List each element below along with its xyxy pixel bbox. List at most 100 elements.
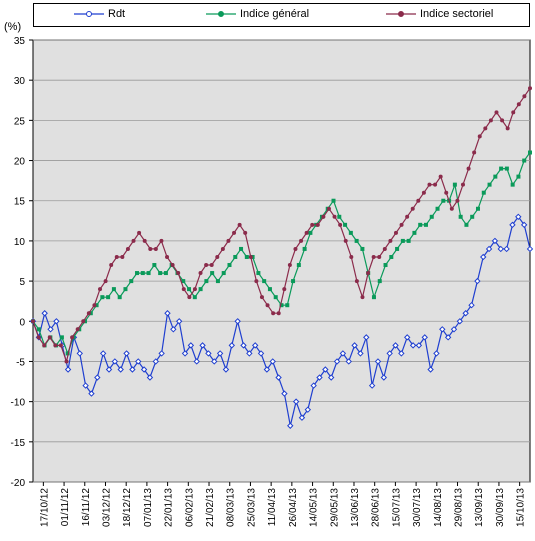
y-tick-label: -10	[11, 398, 26, 409]
x-tick-label: 03/12/12	[101, 488, 112, 527]
data-point-indice-sectoriel	[42, 343, 47, 348]
data-point-indice-sectoriel	[399, 222, 404, 227]
data-point-rdt	[298, 414, 306, 421]
data-point-rdt	[193, 358, 200, 365]
data-point-indice-g-n-ral	[435, 206, 440, 211]
data-point-indice-sectoriel	[455, 198, 460, 203]
data-point-indice-sectoriel	[354, 279, 359, 284]
data-point-indice-g-n-ral	[371, 295, 376, 300]
data-point-indice-sectoriel	[276, 311, 281, 316]
data-point-rdt	[392, 342, 399, 349]
x-tick-label: 14/05/13	[309, 488, 320, 527]
legend-label-indice-sectoriel: Indice sectoriel	[420, 8, 494, 20]
data-point-indice-g-n-ral	[181, 279, 186, 284]
data-point-rdt	[345, 358, 352, 365]
data-point-rdt	[88, 390, 95, 397]
data-point-indice-sectoriel	[103, 279, 108, 284]
data-point-rdt	[468, 301, 475, 309]
data-point-indice-sectoriel	[427, 182, 432, 187]
data-point-indice-sectoriel	[226, 238, 231, 243]
data-point-rdt	[304, 406, 312, 413]
x-tick-label: 25/03/13	[246, 488, 257, 527]
data-point-indice-g-n-ral	[452, 182, 457, 187]
data-point-rdt	[292, 398, 300, 405]
x-tick-label: 26/04/13	[288, 488, 299, 527]
legend-swatch-rdt	[74, 11, 104, 17]
data-point-rdt	[105, 366, 113, 373]
x-tick-label: 15/07/13	[391, 488, 402, 527]
data-point-rdt	[409, 342, 417, 349]
data-point-indice-g-n-ral	[291, 279, 296, 284]
data-point-indice-g-n-ral	[458, 214, 463, 219]
data-point-indice-g-n-ral	[163, 271, 168, 276]
data-point-indice-g-n-ral	[412, 230, 417, 235]
data-point-indice-g-n-ral	[377, 279, 382, 284]
data-point-indice-g-n-ral	[36, 327, 41, 332]
data-point-rdt	[509, 221, 516, 229]
data-point-indice-g-n-ral	[354, 238, 359, 243]
data-point-rdt	[228, 342, 236, 349]
data-point-indice-sectoriel	[86, 311, 91, 316]
data-point-indice-sectoriel	[170, 263, 175, 268]
data-point-rdt	[181, 350, 189, 357]
data-point-indice-g-n-ral	[418, 222, 423, 227]
data-point-rdt	[211, 358, 218, 365]
data-point-indice-g-n-ral	[94, 303, 99, 308]
data-point-rdt	[421, 334, 428, 341]
data-point-rdt	[456, 318, 464, 325]
data-point-indice-sectoriel	[444, 190, 449, 195]
data-point-indice-sectoriel	[377, 254, 382, 259]
data-point-indice-sectoriel	[516, 102, 521, 107]
y-tick-label: -15	[11, 438, 26, 449]
data-point-indice-sectoriel	[243, 230, 248, 235]
data-point-indice-g-n-ral	[441, 198, 446, 203]
data-point-indice-sectoriel	[321, 214, 326, 219]
data-point-indice-sectoriel	[153, 246, 158, 251]
data-point-indice-g-n-ral	[198, 287, 203, 292]
data-point-indice-sectoriel	[165, 254, 170, 259]
data-point-indice-g-n-ral	[302, 246, 307, 251]
x-tick-label: 15/10/13	[516, 488, 527, 527]
data-point-indice-g-n-ral	[516, 174, 521, 179]
data-point-indice-sectoriel	[220, 246, 225, 251]
data-point-rdt	[310, 382, 317, 389]
data-point-rdt	[240, 342, 247, 349]
data-point-indice-g-n-ral	[389, 254, 394, 259]
data-point-indice-g-n-ral	[215, 279, 220, 284]
data-point-indice-g-n-ral	[487, 182, 492, 187]
y-tick-label: -5	[16, 357, 25, 368]
data-point-indice-sectoriel	[366, 271, 371, 276]
data-point-indice-sectoriel	[472, 150, 477, 155]
data-point-indice-sectoriel	[120, 254, 125, 259]
x-tick-label: 13/06/13	[350, 488, 361, 527]
data-point-rdt	[275, 374, 282, 381]
data-point-indice-sectoriel	[315, 222, 320, 227]
y-tick-label: 30	[14, 76, 26, 87]
data-point-rdt	[415, 342, 423, 349]
data-point-indice-g-n-ral	[273, 295, 278, 300]
data-point-indice-g-n-ral	[227, 263, 232, 268]
data-point-indice-sectoriel	[466, 166, 471, 171]
data-point-rdt	[216, 350, 224, 357]
data-point-rdt	[520, 221, 528, 229]
data-point-rdt	[351, 342, 358, 349]
data-point-indice-sectoriel	[192, 287, 197, 292]
data-point-rdt	[164, 310, 171, 317]
data-point-indice-g-n-ral	[423, 222, 428, 227]
data-point-rdt	[82, 382, 89, 389]
data-point-indice-sectoriel	[477, 134, 482, 139]
data-point-indice-sectoriel	[287, 263, 292, 268]
data-point-indice-sectoriel	[304, 230, 309, 235]
data-point-rdt	[41, 310, 48, 317]
data-point-indice-g-n-ral	[239, 246, 244, 251]
data-point-indice-g-n-ral	[221, 271, 226, 276]
data-point-indice-g-n-ral	[285, 303, 290, 308]
data-point-indice-sectoriel	[528, 86, 532, 91]
data-point-rdt	[263, 366, 271, 373]
data-point-indice-sectoriel	[181, 287, 186, 292]
data-point-rdt	[526, 245, 534, 253]
data-point-indice-sectoriel	[438, 174, 443, 179]
data-point-rdt	[439, 326, 446, 333]
x-tick-label: 08/03/13	[226, 488, 237, 527]
y-tick-label: -20	[11, 478, 26, 489]
